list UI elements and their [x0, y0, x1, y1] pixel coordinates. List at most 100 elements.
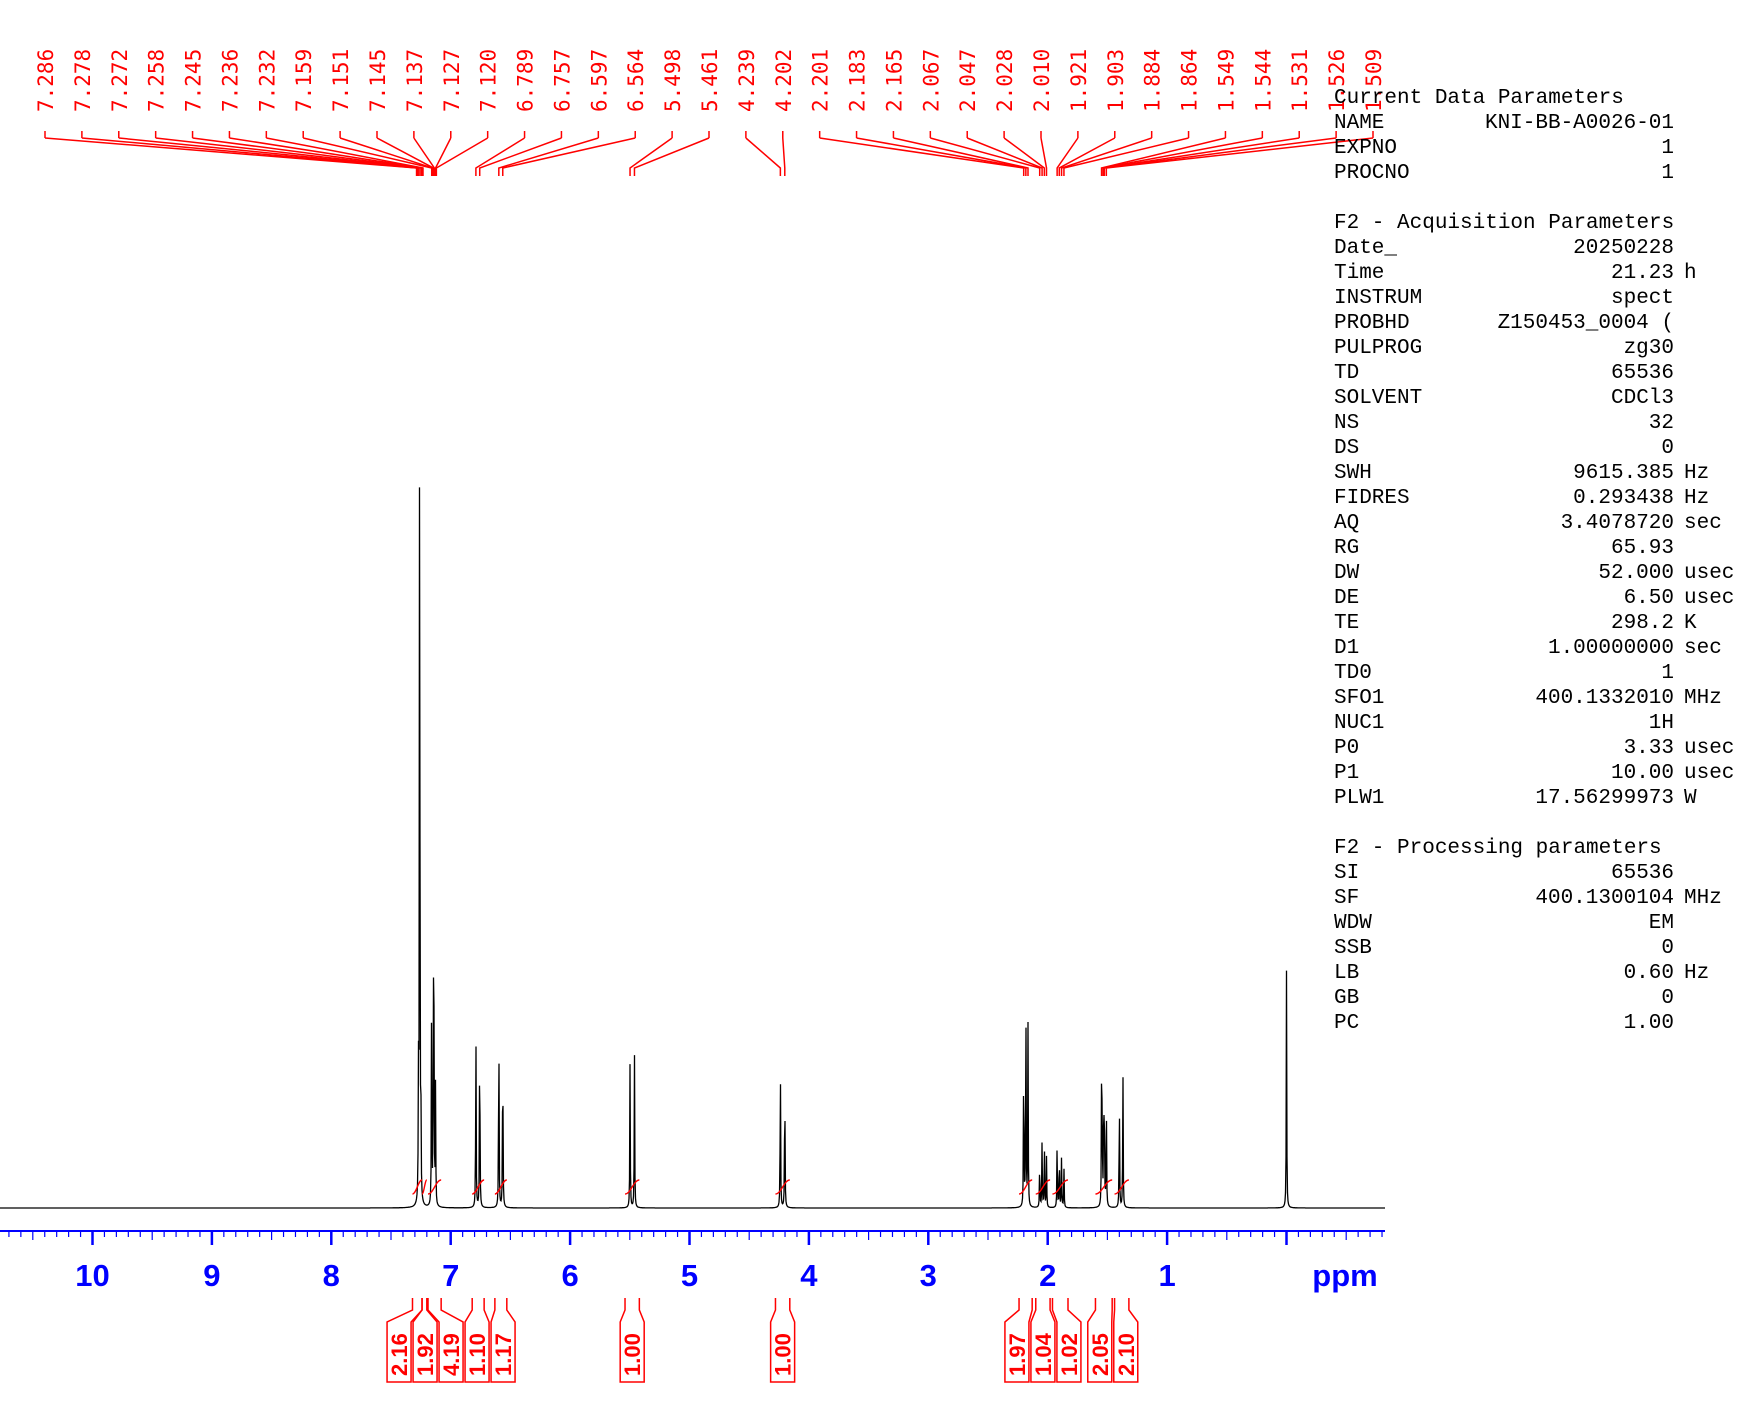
- param-key: SSB: [1334, 937, 1372, 960]
- integral-value: 1.00: [771, 1333, 796, 1376]
- param-value: 65.93: [1610, 537, 1674, 560]
- spectrum-trace: [0, 487, 1385, 1209]
- peak-connector-line: [413, 131, 436, 176]
- current-params-title: Current Data Parameters: [1334, 87, 1624, 110]
- peak-connector-line: [478, 131, 563, 176]
- param-row-swh: SWH 9615.385 Hz: [1334, 461, 1754, 486]
- param-row-time: Time 21.23 h: [1334, 261, 1754, 286]
- param-key: WDW: [1334, 912, 1372, 935]
- param-key: SOLVENT: [1334, 387, 1423, 410]
- param-row-pc: PC 1.00: [1334, 1011, 1754, 1036]
- param-value: 0.293438: [1573, 487, 1674, 510]
- param-value: Z150453_0004 (: [1497, 312, 1674, 335]
- param-row-date: Date_ 20250228: [1334, 236, 1754, 261]
- peak-label: 7.151: [329, 49, 353, 112]
- param-unit: Hz: [1684, 462, 1710, 485]
- integral-curve: [1095, 1179, 1113, 1195]
- acquisition-params-list: Date_ 20250228 Time 21.23 h INSTRUM spect PROBH…: [1334, 236, 1754, 811]
- peak-label: 7.145: [366, 49, 390, 112]
- peak-label: 6.597: [587, 49, 611, 112]
- param-row-ns: NS 32: [1334, 411, 1754, 436]
- peak-label: 6.564: [624, 49, 648, 112]
- param-key: PROBHD: [1334, 312, 1410, 335]
- peak-label: 7.159: [292, 49, 316, 112]
- integral-bracket: [412, 1298, 438, 1383]
- param-value: 3.33: [1623, 737, 1674, 760]
- param-key: Date_: [1334, 237, 1398, 260]
- peak-connector-line: [475, 131, 526, 176]
- param-row-expno: EXPNO 1: [1334, 136, 1754, 161]
- param-row-aq: AQ 3.4078720 sec: [1334, 511, 1754, 536]
- integral-curve: [1114, 1179, 1130, 1195]
- peak-label: 5.461: [698, 49, 722, 112]
- peak-label: 7.286: [34, 49, 58, 112]
- peak-label: 6.757: [550, 49, 574, 112]
- param-value: EM: [1648, 912, 1674, 935]
- peak-connector-line: [1040, 131, 1048, 176]
- param-key: SFO1: [1334, 687, 1385, 710]
- peak-connector-line: [929, 131, 1041, 176]
- param-value: CDCl3: [1610, 387, 1674, 410]
- param-value: 10.00: [1610, 762, 1674, 785]
- integral-curve: [471, 1179, 485, 1195]
- peak-label: 2.067: [919, 49, 943, 112]
- x-tick-label: 5: [681, 1258, 698, 1293]
- param-unit: W: [1684, 787, 1697, 810]
- peak-label: 7.120: [477, 49, 501, 112]
- peak-connector-group: [44, 131, 1374, 176]
- integral-bracket: [427, 1298, 464, 1383]
- param-key: SF: [1334, 887, 1360, 910]
- peak-label: 2.201: [809, 49, 833, 112]
- param-row-p1: P1 10.00 usec: [1334, 761, 1754, 786]
- param-value: 9615.385: [1573, 462, 1674, 485]
- param-value: 1.00: [1623, 1012, 1674, 1035]
- integral-value: 1.10: [465, 1333, 490, 1376]
- peak-connector-line: [966, 131, 1043, 176]
- param-key: PLW1: [1334, 787, 1385, 810]
- x-tick-label: 10: [75, 1258, 109, 1293]
- peak-label-group: 7.286 7.278 7.272 7.258 7.245 7.236 7.232 7.159…: [34, 49, 1386, 112]
- param-unit: usec: [1684, 737, 1735, 760]
- peak-label: 1.549: [1214, 49, 1238, 112]
- x-tick-label: 9: [203, 1258, 220, 1293]
- acquisition-params-title: F2 - Acquisition Parameters: [1334, 212, 1675, 235]
- param-row-probhd: PROBHD Z150453_0004 (: [1334, 311, 1754, 336]
- peak-label: 1.884: [1141, 49, 1165, 112]
- param-row-si: SI 65536: [1334, 861, 1754, 886]
- param-key: DS: [1334, 437, 1360, 460]
- param-key: DW: [1334, 562, 1360, 585]
- param-row-solvent: SOLVENT CDCl3: [1334, 386, 1754, 411]
- integral-value: 2.05: [1088, 1333, 1113, 1376]
- integral-curve: [1018, 1179, 1033, 1195]
- param-value: 298.2: [1610, 612, 1674, 635]
- peak-connector-line: [1003, 131, 1046, 176]
- param-value: 3.4078720: [1560, 512, 1674, 535]
- param-unit: sec: [1684, 512, 1722, 535]
- peak-label: 7.258: [145, 49, 169, 112]
- param-row-pulprog: PULPROG zg30: [1334, 336, 1754, 361]
- param-unit: Hz: [1684, 487, 1710, 510]
- peak-label: 7.272: [108, 49, 132, 112]
- peak-connector-line: [629, 131, 673, 176]
- param-row-nuc1: NUC1 1H: [1334, 711, 1754, 736]
- param-row-td0: TD0 1: [1334, 661, 1754, 686]
- param-key: PC: [1334, 1012, 1360, 1035]
- peak-connector-line: [892, 131, 1029, 176]
- integral-curve: [412, 1179, 423, 1195]
- x-tick-label: 3: [920, 1258, 937, 1293]
- peak-connector-line: [434, 131, 452, 176]
- param-row-td: TD 65536: [1334, 361, 1754, 386]
- peak-connector-line: [302, 131, 433, 176]
- param-key: FIDRES: [1334, 487, 1410, 510]
- integral-curve-group: [412, 1179, 1130, 1195]
- param-value: 52.000: [1598, 562, 1674, 585]
- param-key: GB: [1334, 987, 1360, 1010]
- peak-label: 1.531: [1288, 49, 1312, 112]
- param-key: PULPROG: [1334, 337, 1423, 360]
- integral-bracket: [1030, 1298, 1056, 1383]
- integral-bracket: [1113, 1298, 1139, 1383]
- integral-curve: [1052, 1179, 1069, 1195]
- peak-label: 7.245: [182, 49, 206, 112]
- param-value: 0: [1661, 437, 1674, 460]
